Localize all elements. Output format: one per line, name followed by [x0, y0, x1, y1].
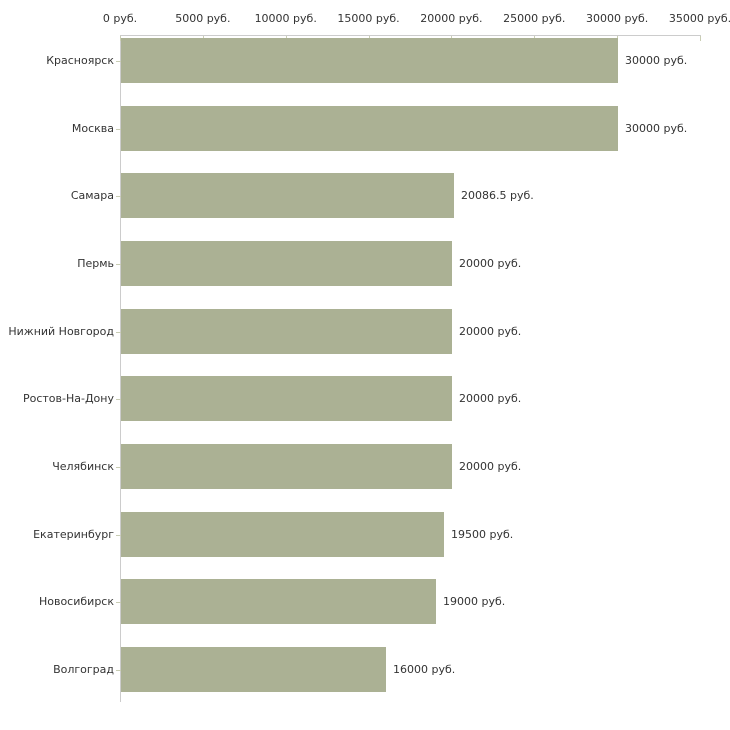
category-label: Самара	[70, 189, 114, 202]
bar	[121, 376, 452, 421]
bar	[121, 579, 436, 624]
category-tick	[116, 129, 121, 130]
bar	[121, 647, 386, 692]
bar	[121, 173, 454, 218]
x-tick-label: 35000 руб.	[668, 12, 730, 25]
category-label: Ростов-На-Дону	[22, 392, 114, 405]
x-tick-label: 0 руб.	[102, 12, 138, 25]
value-label: 20086.5 руб.	[461, 189, 534, 202]
x-tick-label: 20000 руб.	[420, 12, 483, 25]
value-label: 19500 руб.	[451, 528, 514, 541]
x-tick-label: 15000 руб.	[337, 12, 400, 25]
x-axis-line	[120, 35, 701, 36]
category-tick	[116, 467, 121, 468]
value-label: 16000 руб.	[393, 663, 456, 676]
category-label: Челябинск	[52, 460, 114, 473]
category-label: Москва	[71, 122, 114, 135]
x-tick-label: 5000 руб.	[175, 12, 231, 25]
category-label: Новосибирск	[38, 595, 114, 608]
x-tick-label: 10000 руб.	[254, 12, 317, 25]
x-tick-label: 25000 руб.	[503, 12, 566, 25]
category-tick	[116, 264, 121, 265]
category-tick	[116, 602, 121, 603]
value-label: 19000 руб.	[443, 595, 506, 608]
bar	[121, 309, 452, 354]
value-label: 20000 руб.	[459, 460, 522, 473]
category-label: Волгоград	[53, 663, 114, 676]
value-label: 30000 руб.	[625, 54, 688, 67]
value-label: 20000 руб.	[459, 392, 522, 405]
value-label: 30000 руб.	[625, 122, 688, 135]
x-tick-mark	[700, 36, 701, 41]
category-tick	[116, 196, 121, 197]
bar	[121, 241, 452, 286]
value-label: 20000 руб.	[459, 325, 522, 338]
bar	[121, 106, 618, 151]
bar	[121, 38, 618, 83]
y-axis-line	[120, 35, 121, 702]
x-tick-label: 30000 руб.	[586, 12, 649, 25]
category-tick	[116, 332, 121, 333]
category-tick	[116, 399, 121, 400]
category-label: Красноярск	[46, 54, 114, 67]
x-tick-mark	[120, 36, 121, 41]
category-tick	[116, 61, 121, 62]
category-label: Пермь	[77, 257, 114, 270]
category-label: Нижний Новгород	[8, 325, 114, 338]
category-label: Екатеринбург	[33, 528, 114, 541]
bar	[121, 444, 452, 489]
category-tick	[116, 670, 121, 671]
value-label: 20000 руб.	[459, 257, 522, 270]
bar	[121, 512, 444, 557]
category-tick	[116, 535, 121, 536]
